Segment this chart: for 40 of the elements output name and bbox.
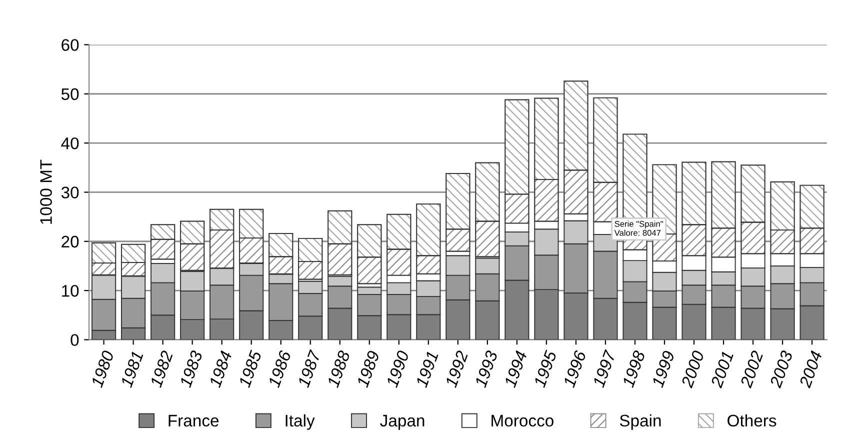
x-tick-label: 2003 xyxy=(769,350,794,389)
x-tick-label: 1984 xyxy=(208,350,232,388)
x-tick-label: 1992 xyxy=(444,350,468,388)
legend-label: Spain xyxy=(620,414,661,430)
x-tick-label: 2002 xyxy=(740,350,764,389)
x-tick-label: 1986 xyxy=(268,350,292,388)
x-tick-label: 1993 xyxy=(474,350,498,388)
y-tick-label: 60 xyxy=(62,39,79,51)
legend-label: Morocco xyxy=(492,414,554,427)
y-tick-label: 10 xyxy=(62,284,79,297)
y-tick-label: 30 xyxy=(61,186,79,198)
x-tick-label: 1994 xyxy=(504,350,528,388)
x-tick-label: 1996 xyxy=(562,350,587,388)
x-tick-label: 1983 xyxy=(179,350,203,388)
y-tick-label: 50 xyxy=(61,88,79,100)
x-tick-label: 1999 xyxy=(651,350,675,388)
legend-label: Japan xyxy=(380,414,424,430)
legend-label: Italy xyxy=(286,414,315,430)
x-tick-label: 1997 xyxy=(592,349,616,388)
x-tick-label: 2004 xyxy=(798,350,822,389)
x-tick-label: 1991 xyxy=(415,350,438,388)
x-tick-label: 2001 xyxy=(710,350,734,389)
y-tick-label: 40 xyxy=(61,137,79,150)
x-tick-label: 1985 xyxy=(238,350,262,388)
legend-label: France xyxy=(168,414,219,427)
x-tick-label: 1990 xyxy=(386,350,410,388)
x-tick-label: 1980 xyxy=(90,350,114,388)
x-tick-label: 1987 xyxy=(297,349,322,388)
x-tick-label: 1989 xyxy=(356,350,380,388)
x-tick-label: 1981 xyxy=(120,350,144,388)
annotation: Serie "Spain" Valore: 8047 xyxy=(614,220,663,236)
x-tick-label: 1988 xyxy=(326,350,350,388)
x-tick-label: 1998 xyxy=(622,350,646,388)
legend-label: Others xyxy=(728,414,776,427)
y-tick-label: 20 xyxy=(62,236,79,248)
x-tick-label: 1995 xyxy=(533,350,558,388)
x-tick-label: 1982 xyxy=(150,350,174,388)
x-tick-label: 2000 xyxy=(680,350,704,389)
y-axis-title: 1000 MT xyxy=(40,160,52,224)
y-tick-label: 0 xyxy=(70,334,79,346)
